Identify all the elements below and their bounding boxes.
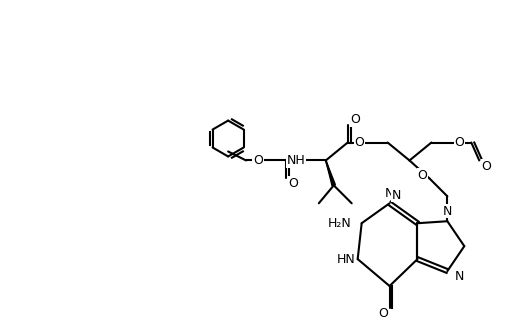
Text: O: O xyxy=(418,169,427,182)
Text: O: O xyxy=(481,160,491,173)
Text: NH: NH xyxy=(287,154,305,167)
Text: O: O xyxy=(253,154,263,167)
Text: N: N xyxy=(443,205,452,218)
Text: N: N xyxy=(455,270,464,282)
Text: N: N xyxy=(385,187,394,200)
Text: O: O xyxy=(355,136,365,149)
Text: H₂N: H₂N xyxy=(328,217,351,230)
Text: O: O xyxy=(350,113,360,126)
Text: O: O xyxy=(378,308,388,320)
Text: O: O xyxy=(454,136,464,149)
Text: N: N xyxy=(392,189,401,202)
Polygon shape xyxy=(326,160,335,186)
Text: O: O xyxy=(288,177,298,190)
Text: HN: HN xyxy=(337,252,355,266)
